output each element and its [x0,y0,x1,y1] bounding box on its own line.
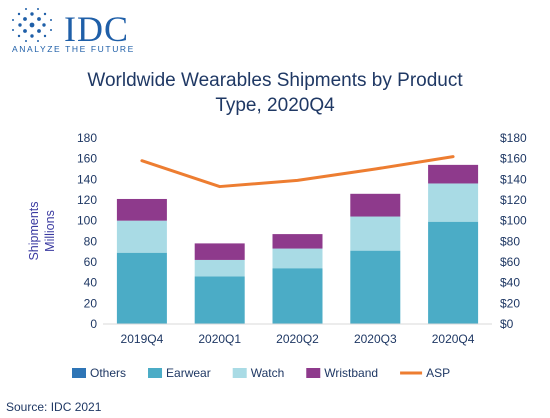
x-tick-label: 2020Q2 [276,332,319,346]
bar-watch [350,216,401,251]
y-tick-label: 0 [90,317,97,331]
bar-earwear [272,268,323,324]
y2-tick-label: $40 [500,276,520,290]
y-axis-title-line: Millions [43,210,57,252]
x-tick-label: 2020Q4 [432,332,475,346]
y-tick-label: 20 [84,296,98,310]
bar-earwear [350,250,401,324]
y-axis-title-line: Shipments [27,201,41,260]
legend-label: Earwear [166,366,211,380]
globe-icon [12,8,52,42]
logo-wordmark: IDC [64,9,129,49]
line-asp [140,155,455,189]
legend-label: Others [90,366,126,380]
legend-swatch-wristband [306,368,321,378]
legend-label: ASP [426,366,450,380]
bar-watch [272,248,323,269]
legend-label: Wristband [324,366,378,380]
legend-swatch-watch [232,368,247,378]
legend-swatch-others [72,368,86,378]
x-tick-label: 2019Q4 [121,332,164,346]
y-tick-label: 40 [84,276,98,290]
y-tick-label: 100 [77,214,97,228]
chart-title-line-2: Type, 2020Q4 [215,95,335,116]
y-tick-label: 120 [77,193,97,207]
y2-tick-label: $20 [500,296,520,310]
legend-label: Watch [251,366,285,380]
y2-tick-label: $120 [500,193,527,207]
y2-tick-label: $180 [500,131,527,145]
y2-tick-label: $100 [500,214,527,228]
legend-swatch-earwear [148,368,163,378]
y2-tick-label: $160 [500,152,527,166]
bar-earwear [116,252,167,324]
y-tick-label: 180 [77,131,97,145]
bar-earwear [428,221,479,324]
chart-title: Worldwide Wearables Shipments by Product… [0,68,550,118]
x-tick-label: 2020Q3 [354,332,397,346]
y-tick-label: 80 [84,234,98,248]
bar-wristband [428,164,479,184]
y2-tick-label: $0 [500,317,514,331]
bar-watch [194,259,245,277]
bar-wristband [350,193,401,217]
y2-tick-label: $80 [500,234,520,248]
bar-earwear [194,276,245,324]
bar-watch [116,220,167,253]
bar-watch [428,183,479,222]
source-note: Source: IDC 2021 [6,400,102,414]
bar-wristband [116,198,167,221]
y-tick-label: 160 [77,152,97,166]
x-tick-label: 2020Q1 [198,332,241,346]
y2-tick-label: $60 [500,255,520,269]
chart-title-line-1: Worldwide Wearables Shipments by Product [87,70,463,91]
bar-wristband [194,243,245,260]
y-tick-label: 60 [84,255,98,269]
bar-wristband [272,234,323,249]
idc-logo: IDC ANALYZE THE FUTURE [8,6,158,56]
y-tick-label: 140 [77,172,97,186]
y2-tick-label: $140 [500,172,527,186]
logo-tagline: ANALYZE THE FUTURE [12,44,135,54]
